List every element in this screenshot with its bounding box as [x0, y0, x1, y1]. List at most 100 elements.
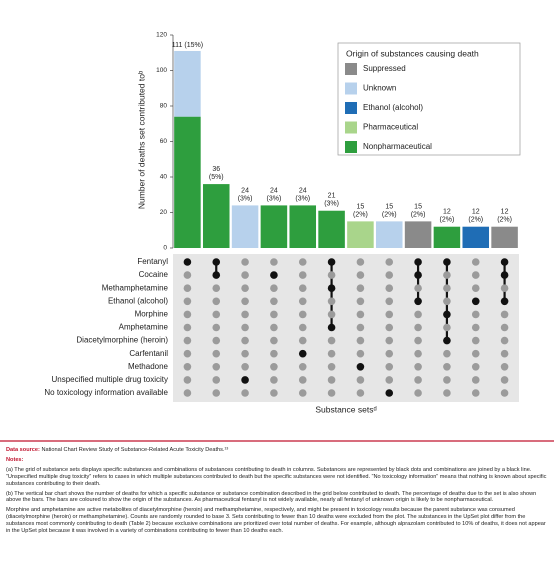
substance-label: Methamphetamine	[102, 283, 169, 292]
y-tick-label: 40	[160, 174, 168, 181]
empty-dot	[327, 389, 336, 397]
member-dot	[443, 336, 451, 345]
empty-dot	[212, 376, 221, 384]
bar-segment	[202, 184, 230, 248]
empty-dot	[356, 310, 365, 319]
empty-dot	[356, 376, 365, 384]
set-label-line: (2%)	[353, 211, 368, 218]
empty-dot	[414, 376, 422, 384]
set-label-line: 12	[501, 209, 509, 216]
empty-dot	[183, 363, 192, 371]
set-label-line: (2%)	[468, 217, 483, 224]
member-dot	[443, 310, 451, 319]
notes-heading: Notes:	[6, 456, 24, 463]
empty-dot	[356, 271, 365, 279]
empty-dot	[385, 297, 394, 306]
empty-dot	[327, 336, 336, 345]
empty-dot	[270, 323, 278, 332]
empty-dot	[356, 323, 365, 332]
empty-dot	[327, 310, 336, 319]
y-axis-label: Number of deaths set contributed toᵇ	[136, 71, 146, 209]
bar-segment	[462, 226, 490, 248]
legend-label: Suppressed	[363, 64, 406, 73]
empty-dot	[298, 323, 307, 332]
set-label-line: 15	[357, 203, 365, 210]
empty-dot	[414, 389, 422, 397]
empty-dot	[241, 310, 249, 319]
set-label-line: 15	[414, 203, 422, 210]
x-axis-label: Substance setsᵈ	[315, 404, 376, 414]
set-label: 24 (3%)	[238, 187, 253, 202]
empty-dot	[270, 336, 278, 345]
note: (b) The vertical bar chart shows the num…	[6, 490, 537, 504]
set-label-line: 21	[328, 193, 336, 200]
empty-dot	[212, 389, 221, 397]
member-dot	[500, 258, 509, 266]
member-dot	[212, 271, 221, 279]
set-label-line: (2%)	[411, 211, 426, 218]
empty-dot	[500, 284, 509, 293]
member-dot	[183, 258, 192, 266]
legend-title: Origin of substances causing death	[346, 48, 479, 58]
set-label-line: (2%)	[382, 211, 397, 218]
member-dot	[327, 284, 336, 293]
set-label-line: 24	[241, 187, 249, 194]
empty-dot	[471, 258, 480, 266]
empty-dot	[241, 271, 249, 279]
bar-segment	[491, 226, 518, 248]
empty-dot	[183, 349, 192, 358]
member-dot	[414, 258, 422, 266]
substance-label: Carfentanil	[129, 349, 168, 358]
empty-dot	[298, 284, 307, 293]
empty-dot	[471, 271, 480, 279]
empty-dot	[471, 310, 480, 319]
empty-dot	[183, 376, 192, 384]
empty-dot	[356, 284, 365, 293]
empty-dot	[241, 363, 249, 371]
set-label-line: (5%)	[209, 174, 224, 181]
set-label-line: (3%)	[267, 195, 282, 202]
legend-swatch	[345, 82, 357, 95]
empty-dot	[327, 376, 336, 384]
y-tick-label: 60	[160, 138, 168, 145]
legend-label: Nonpharmaceutical	[363, 142, 432, 151]
empty-dot	[270, 310, 278, 319]
empty-dot	[443, 349, 451, 358]
notes: Data source: National Chart Review Study…	[6, 447, 548, 538]
substance-label: Ethanol (alcohol)	[108, 296, 168, 305]
substance-label: Morphine	[135, 310, 169, 319]
y-tick-label: 20	[160, 209, 168, 216]
empty-dot	[327, 297, 336, 306]
set-label: 15 (2%)	[353, 203, 368, 218]
substance-label: No toxicology information available	[44, 388, 168, 397]
empty-dot	[414, 284, 422, 293]
empty-dot	[270, 297, 278, 306]
empty-dot	[298, 297, 307, 306]
empty-dot	[212, 310, 221, 319]
empty-dot	[471, 363, 480, 371]
empty-dot	[414, 310, 422, 319]
member-dot	[298, 349, 307, 358]
set-label: 21 (3%)	[324, 193, 339, 208]
set-label-line: 12	[443, 209, 451, 216]
set-label-line: 15	[385, 203, 393, 210]
member-dot	[414, 297, 422, 306]
empty-dot	[471, 389, 480, 397]
empty-dot	[443, 389, 451, 397]
member-dot	[471, 297, 480, 306]
set-label-line: 24	[270, 187, 278, 194]
set-label: 12 (2%)	[468, 209, 483, 224]
bar-segment	[347, 221, 374, 248]
legend-swatch	[345, 63, 357, 75]
empty-dot	[443, 376, 451, 384]
empty-dot	[471, 336, 480, 345]
empty-dot	[212, 297, 221, 306]
empty-dot	[443, 323, 451, 332]
empty-dot	[385, 323, 394, 332]
empty-dot	[500, 336, 509, 345]
empty-dot	[270, 389, 278, 397]
member-dot	[500, 297, 509, 306]
empty-dot	[241, 258, 249, 266]
substance-label: Cocaine	[139, 270, 169, 279]
